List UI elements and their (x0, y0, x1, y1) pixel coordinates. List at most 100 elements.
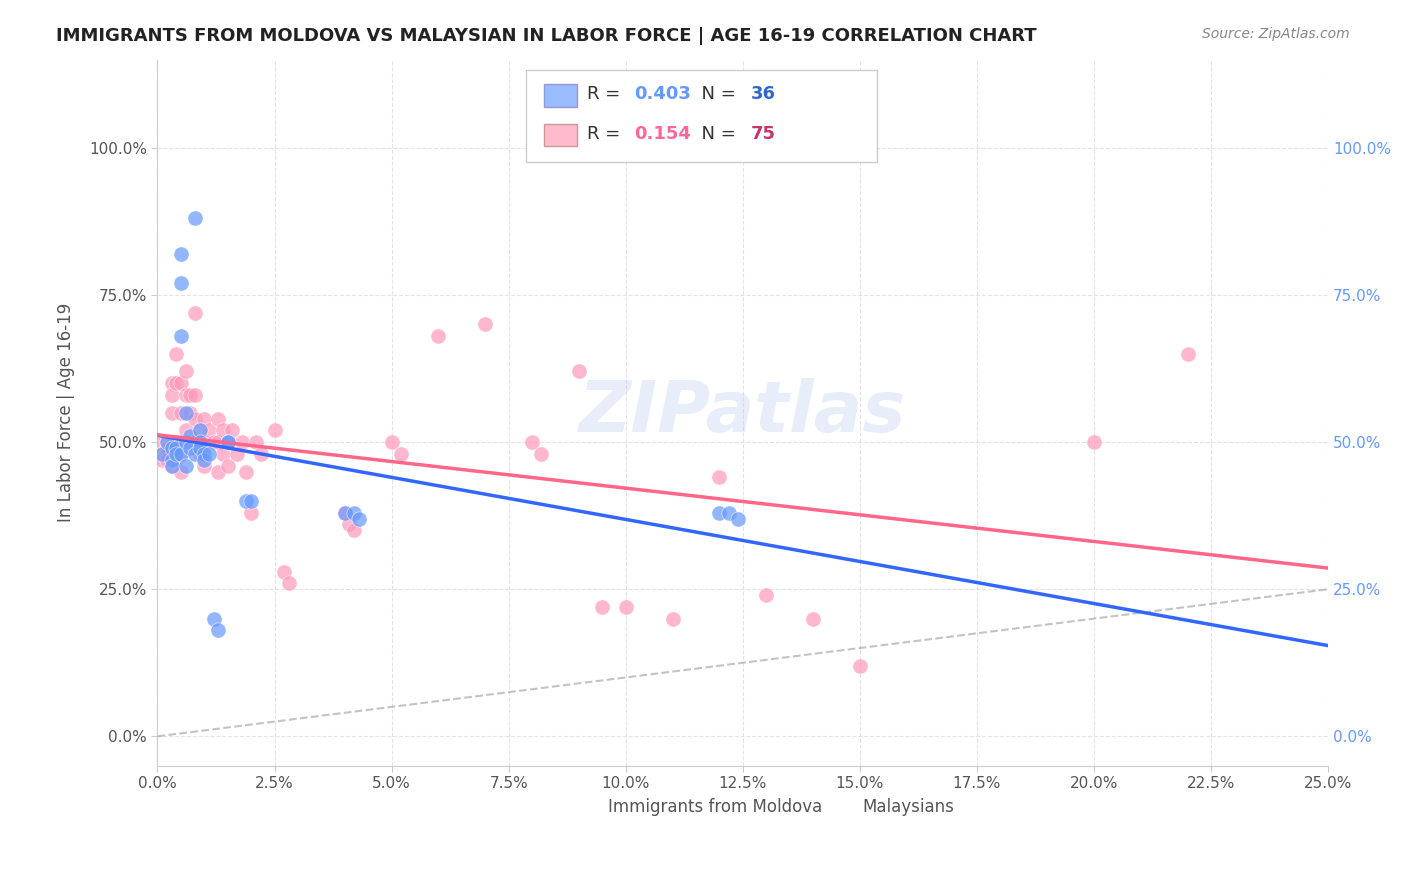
Text: R =: R = (588, 86, 626, 103)
Point (150, 447, 173, 461)
Point (568, 364, 591, 378)
Text: 0.154: 0.154 (634, 125, 690, 143)
Point (179, 406, 201, 420)
FancyBboxPatch shape (526, 70, 877, 162)
Point (207, 624, 229, 638)
Point (170, 406, 193, 420)
Point (277, 576, 299, 591)
Point (170, 447, 193, 461)
Point (150, 447, 173, 461)
Point (165, 441, 187, 455)
Point (389, 447, 412, 461)
Point (170, 276, 193, 290)
Point (174, 406, 197, 420)
Point (193, 452, 215, 467)
Point (193, 435, 215, 450)
Point (156, 435, 179, 450)
Point (156, 441, 179, 455)
Y-axis label: In Labor Force | Age 16-19: In Labor Force | Age 16-19 (58, 303, 75, 523)
Point (174, 423, 197, 437)
Point (179, 435, 201, 450)
Point (240, 506, 263, 520)
Point (170, 447, 193, 461)
Point (188, 441, 211, 455)
Point (160, 376, 183, 391)
Point (202, 612, 225, 626)
Point (160, 458, 183, 473)
Point (273, 565, 295, 579)
Text: 0.403: 0.403 (634, 86, 690, 103)
Point (184, 447, 207, 461)
Point (212, 447, 235, 461)
Point (343, 506, 366, 520)
Point (530, 447, 553, 461)
Text: ZIPatlas: ZIPatlas (579, 378, 907, 447)
Point (207, 411, 229, 425)
Point (339, 517, 361, 532)
Point (170, 465, 193, 479)
Point (520, 435, 543, 450)
Point (156, 435, 179, 450)
Point (801, 612, 824, 626)
Point (184, 388, 207, 402)
Point (170, 329, 193, 343)
FancyBboxPatch shape (574, 798, 602, 816)
Text: IMMIGRANTS FROM MOLDOVA VS MALAYSIAN IN LABOR FORCE | AGE 16-19 CORRELATION CHAR: IMMIGRANTS FROM MOLDOVA VS MALAYSIAN IN … (56, 27, 1036, 45)
Point (427, 329, 450, 343)
Point (174, 435, 197, 450)
Point (179, 388, 201, 402)
Point (217, 435, 239, 450)
Point (174, 364, 197, 378)
Point (231, 435, 253, 450)
Point (661, 612, 683, 626)
Point (591, 599, 613, 614)
Point (217, 435, 239, 450)
Point (165, 452, 187, 467)
Point (755, 588, 778, 602)
Point (198, 447, 221, 461)
Point (193, 447, 215, 461)
Point (184, 435, 207, 450)
Point (179, 441, 201, 455)
Point (160, 435, 183, 450)
Text: R =: R = (588, 125, 626, 143)
Point (150, 452, 173, 467)
FancyBboxPatch shape (827, 798, 855, 816)
Point (193, 411, 215, 425)
Point (474, 318, 496, 332)
Point (198, 423, 221, 437)
Point (179, 429, 201, 443)
Point (160, 388, 183, 402)
Point (226, 447, 249, 461)
Point (249, 447, 271, 461)
Point (193, 458, 215, 473)
Text: Immigrants from Moldova: Immigrants from Moldova (609, 797, 823, 815)
Point (207, 465, 229, 479)
Point (184, 305, 207, 319)
Text: Malaysians: Malaysians (862, 797, 955, 815)
Point (717, 506, 740, 520)
Point (160, 452, 183, 467)
Point (165, 347, 187, 361)
Point (221, 423, 243, 437)
Point (188, 447, 211, 461)
Point (245, 435, 267, 450)
Point (727, 511, 749, 525)
Point (170, 435, 193, 450)
Point (1177, 347, 1199, 361)
Point (217, 435, 239, 450)
Point (170, 376, 193, 391)
Point (188, 435, 211, 450)
Text: 75: 75 (751, 125, 776, 143)
Point (184, 411, 207, 425)
Point (156, 447, 179, 461)
Point (174, 458, 197, 473)
Point (184, 211, 207, 226)
Point (174, 435, 197, 450)
Point (170, 247, 193, 261)
Point (202, 435, 225, 450)
Point (217, 458, 239, 473)
FancyBboxPatch shape (544, 124, 576, 146)
Point (614, 599, 637, 614)
Point (343, 524, 366, 538)
